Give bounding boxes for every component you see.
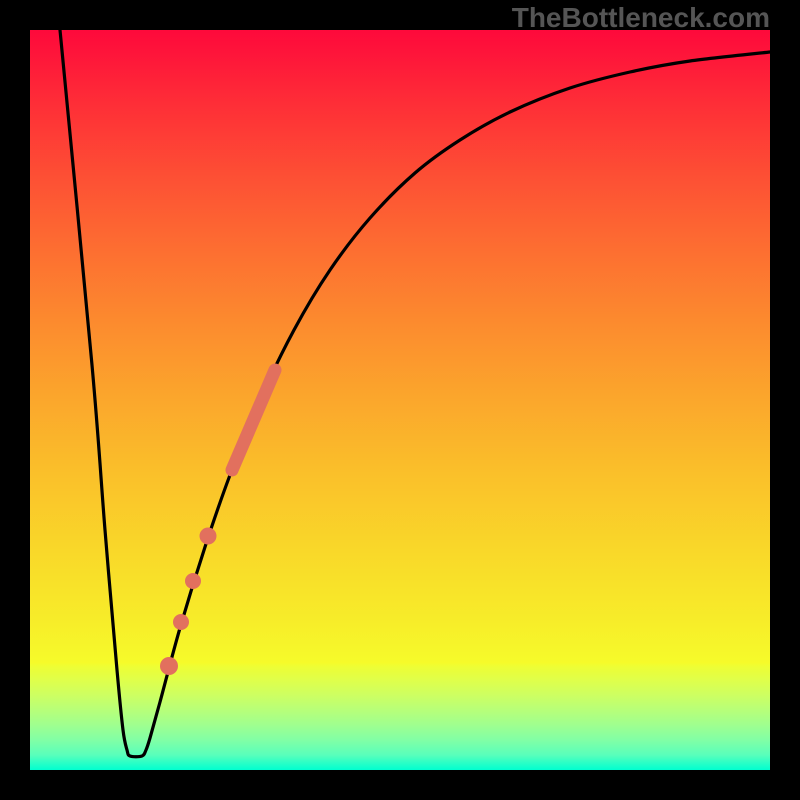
plot-area [30, 30, 770, 770]
marker-dot [160, 657, 178, 675]
bottleneck-curve [60, 30, 770, 757]
highlight-segment [232, 370, 275, 470]
watermark-text: TheBottleneck.com [512, 2, 770, 34]
marker-dot [173, 614, 189, 630]
curve-layer [30, 30, 770, 770]
marker-dot [185, 573, 201, 589]
marker-dot [200, 528, 217, 545]
chart-frame: TheBottleneck.com [0, 0, 800, 800]
